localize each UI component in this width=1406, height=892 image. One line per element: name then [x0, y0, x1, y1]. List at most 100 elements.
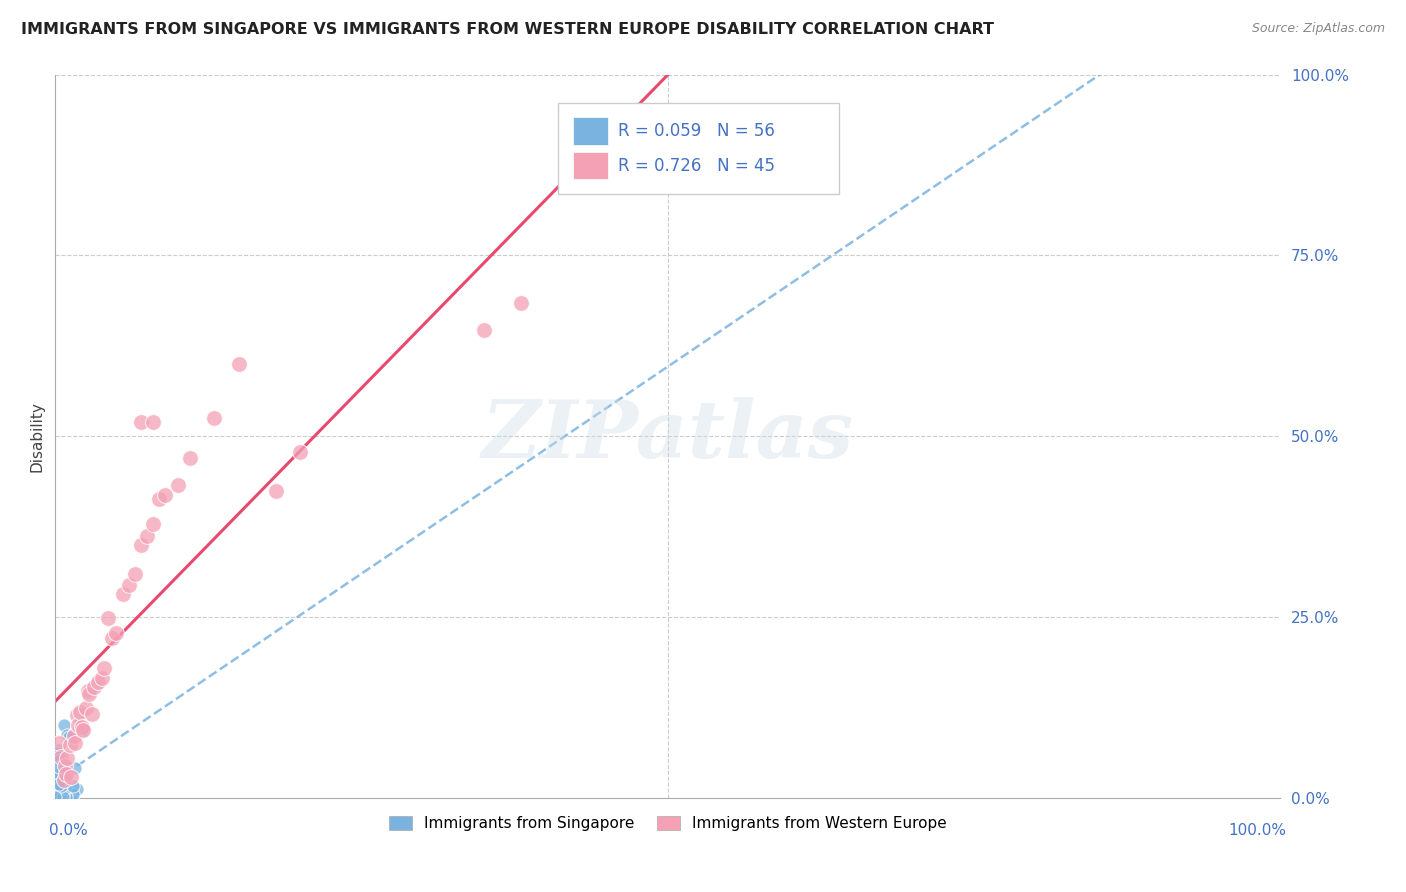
Point	[46, 782, 69, 797]
Text: IMMIGRANTS FROM SINGAPORE VS IMMIGRANTS FROM WESTERN EUROPE DISABILITY CORRELATI: IMMIGRANTS FROM SINGAPORE VS IMMIGRANTS …	[21, 22, 994, 37]
Point	[52, 788, 75, 802]
Point	[67, 718, 90, 732]
Point	[63, 736, 86, 750]
Text: R = 0.726   N = 45: R = 0.726 N = 45	[617, 157, 775, 175]
Point	[100, 632, 122, 646]
Point	[80, 706, 103, 721]
Point	[124, 567, 146, 582]
Point	[60, 771, 83, 785]
FancyBboxPatch shape	[558, 103, 839, 194]
Point	[62, 787, 84, 801]
Point	[62, 729, 84, 743]
Point	[59, 738, 82, 752]
Point	[49, 785, 72, 799]
Point	[46, 777, 69, 791]
Point	[148, 491, 170, 506]
Point	[44, 776, 66, 790]
Point	[136, 529, 159, 543]
Point	[49, 783, 72, 797]
Point	[49, 774, 72, 789]
Point	[55, 789, 77, 804]
Point	[45, 789, 67, 803]
Point	[179, 451, 201, 466]
Point	[53, 758, 76, 772]
Point	[48, 777, 70, 791]
Point	[52, 718, 75, 732]
Point	[69, 705, 91, 719]
Point	[472, 323, 495, 337]
Point	[48, 736, 70, 750]
Point	[264, 483, 287, 498]
Point	[142, 415, 165, 429]
Point	[70, 720, 93, 734]
Point	[166, 478, 188, 492]
Point	[48, 774, 70, 789]
Point	[63, 761, 86, 775]
Point	[45, 782, 67, 797]
Point	[90, 671, 112, 685]
Text: R = 0.059   N = 56: R = 0.059 N = 56	[617, 122, 775, 140]
Point	[509, 296, 531, 310]
Point	[142, 517, 165, 532]
Point	[51, 750, 73, 764]
Point	[56, 728, 79, 742]
Y-axis label: Disability: Disability	[30, 401, 44, 472]
Legend: Immigrants from Singapore, Immigrants from Western Europe: Immigrants from Singapore, Immigrants fr…	[382, 809, 953, 838]
Point	[48, 764, 70, 778]
Point	[79, 687, 101, 701]
Point	[66, 708, 89, 723]
FancyBboxPatch shape	[574, 117, 607, 145]
FancyBboxPatch shape	[574, 152, 607, 179]
Point	[56, 751, 79, 765]
Point	[129, 538, 152, 552]
Point	[83, 680, 105, 694]
Point	[87, 675, 110, 690]
Text: Source: ZipAtlas.com: Source: ZipAtlas.com	[1251, 22, 1385, 36]
Point	[45, 779, 67, 793]
Point	[129, 415, 152, 429]
Point	[62, 779, 84, 793]
Point	[45, 771, 67, 785]
Point	[55, 767, 77, 781]
Point	[48, 750, 70, 764]
Point	[77, 684, 100, 698]
Point	[155, 488, 177, 502]
Point	[51, 788, 73, 802]
Point	[49, 789, 72, 804]
Point	[51, 784, 73, 798]
Point	[46, 772, 69, 786]
Point	[66, 781, 89, 796]
Point	[58, 730, 80, 744]
Point	[55, 764, 77, 778]
Point	[49, 778, 72, 792]
Point	[52, 790, 75, 805]
Point	[53, 763, 76, 777]
Point	[62, 788, 84, 802]
Point	[53, 759, 76, 773]
Text: ZIPatlas: ZIPatlas	[482, 398, 853, 475]
Point	[48, 789, 70, 804]
Point	[49, 758, 72, 772]
Point	[49, 766, 72, 780]
Point	[53, 764, 76, 779]
Point	[93, 660, 115, 674]
Point	[72, 723, 94, 738]
Point	[45, 782, 67, 797]
Point	[52, 756, 75, 771]
Point	[53, 781, 76, 796]
Point	[97, 611, 120, 625]
Point	[290, 445, 312, 459]
Point	[46, 746, 69, 760]
Point	[111, 587, 134, 601]
Point	[118, 578, 141, 592]
Point	[52, 772, 75, 787]
Point	[48, 743, 70, 757]
Point	[72, 723, 94, 738]
Point	[48, 760, 70, 774]
Point	[48, 756, 70, 770]
Point	[706, 118, 728, 132]
Text: 0.0%: 0.0%	[49, 823, 87, 838]
Point	[49, 765, 72, 780]
Point	[49, 779, 72, 793]
Point	[48, 756, 70, 771]
